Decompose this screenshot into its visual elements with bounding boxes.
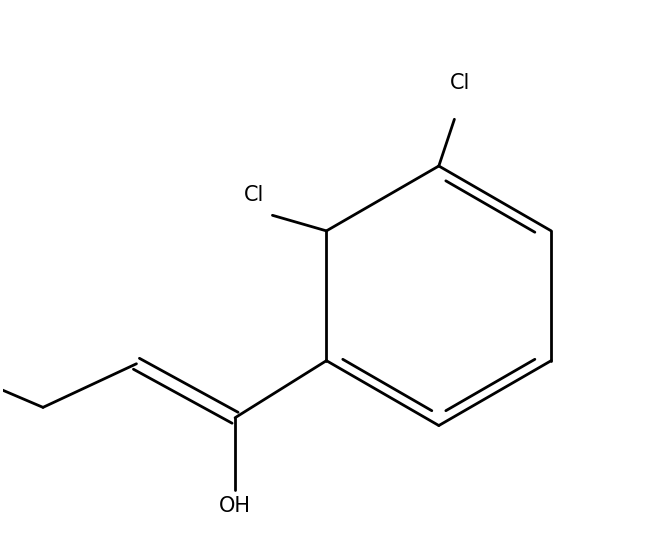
Text: Cl: Cl [244,185,264,205]
Text: OH: OH [219,496,251,515]
Text: Cl: Cl [450,73,470,94]
